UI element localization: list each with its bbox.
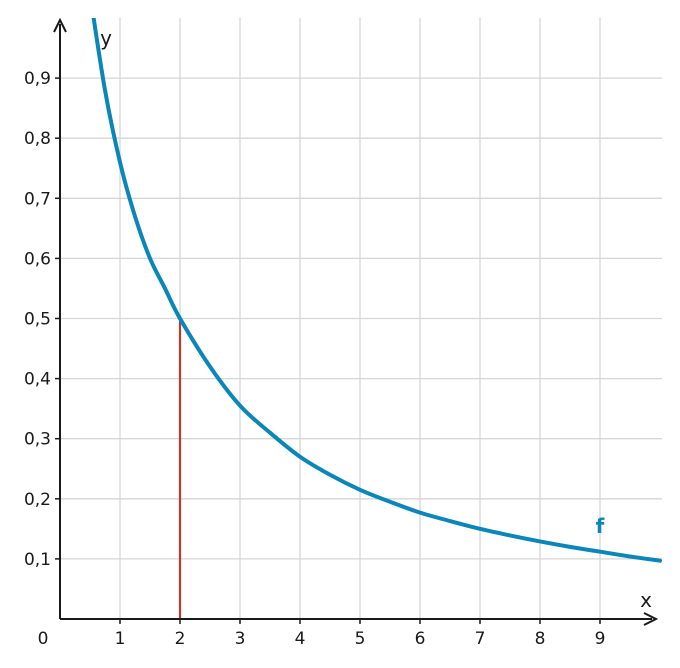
origin-label: 0 (38, 629, 49, 649)
y-axis-arrow-icon (53, 17, 67, 33)
x-tick-label: 4 (295, 629, 306, 649)
y-tick-label: 0,7 (24, 189, 51, 209)
axes (53, 17, 659, 626)
x-tick-label: 1 (115, 629, 126, 649)
x-tick-label: 8 (535, 629, 546, 649)
x-axis-label: x (640, 588, 652, 612)
x-axis-arrow-icon (643, 612, 659, 626)
y-tick-label: 0,3 (24, 430, 51, 450)
x-tick-label: 7 (475, 629, 486, 649)
x-tick-label: 5 (355, 629, 366, 649)
y-tick-label: 0,8 (24, 129, 51, 149)
x-tick-label: 2 (175, 629, 186, 649)
grid (60, 18, 662, 619)
x-tick-label: 3 (235, 629, 246, 649)
y-tick-label: 0,5 (24, 310, 51, 330)
tick-marks (55, 77, 601, 624)
y-tick-label: 0,2 (24, 490, 51, 510)
y-tick-label: 0,9 (24, 69, 51, 89)
series-f-label: f (596, 514, 605, 538)
y-tick-label: 0,1 (24, 550, 51, 570)
tick-labels: 1 2 3 4 5 6 7 8 9 0,1 0,2 0,3 0,4 0,5 0,6 0,7 0,8 0,9 (24, 69, 605, 649)
y-tick-label: 0,6 (24, 249, 51, 269)
x-tick-label: 6 (415, 629, 426, 649)
series-f-curve (91, 18, 662, 563)
x-tick-label: 9 (595, 629, 606, 649)
y-axis-label: y (100, 26, 112, 50)
y-tick-label: 0,4 (24, 370, 51, 390)
